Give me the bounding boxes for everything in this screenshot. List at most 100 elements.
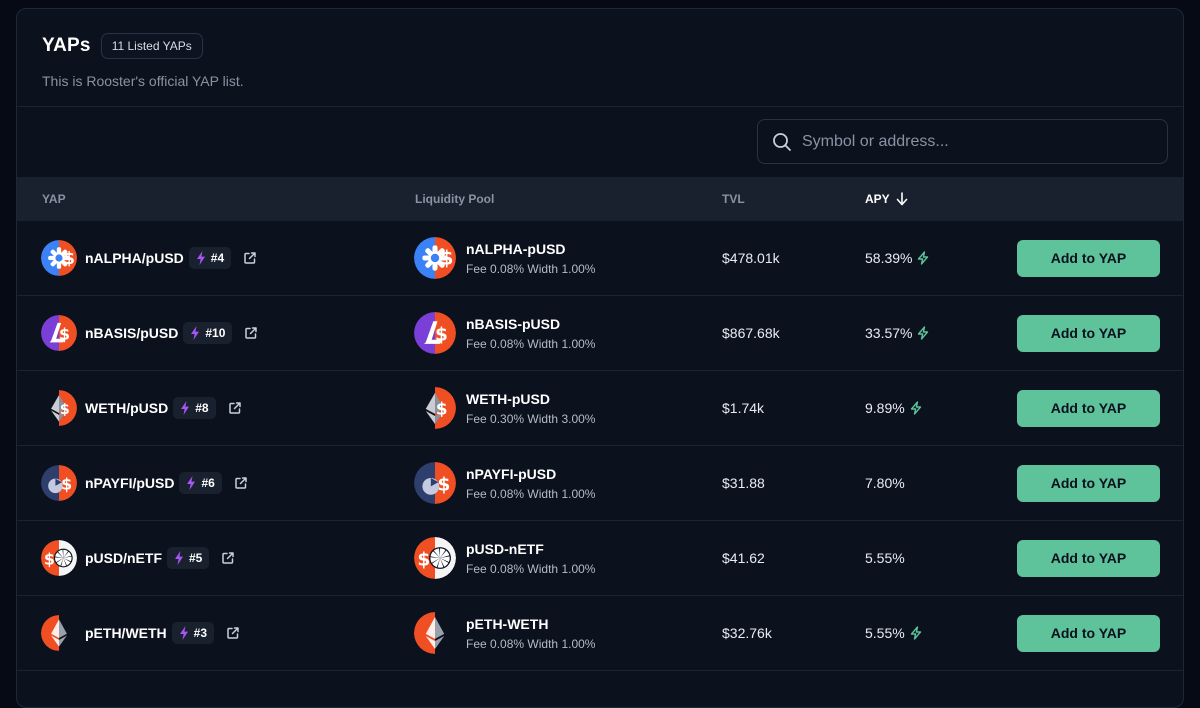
title-row: YAPs 11 Listed YAPs	[42, 33, 1183, 59]
external-link-icon[interactable]	[243, 251, 257, 265]
yap-cell: pETH/WETH #3	[41, 596, 240, 670]
apy-value: 58.39%	[865, 250, 913, 266]
yap-cell: $ WETH/pUSD #8	[41, 371, 242, 445]
apy-cell: 9.89%	[865, 371, 922, 445]
column-header-apy[interactable]: APY	[865, 192, 908, 206]
width-value: 1.00%	[561, 636, 596, 651]
external-link-icon[interactable]	[221, 551, 235, 565]
add-to-yap-button[interactable]: Add to YAP	[1017, 614, 1160, 652]
pool-meta: Fee 0.08% Width 1.00%	[466, 487, 595, 501]
page-subtitle: This is Rooster's official YAP list.	[42, 73, 244, 89]
bolt-icon	[190, 326, 200, 340]
width-label: Width	[527, 486, 559, 501]
tvl-value: $32.76k	[722, 625, 772, 641]
yap-name[interactable]: WETH/pUSD	[85, 400, 169, 416]
width-label: Width	[527, 561, 559, 576]
width-value: 1.00%	[561, 561, 596, 576]
yap-name[interactable]: nBASIS/pUSD	[85, 325, 179, 341]
column-header-liquidity-pool[interactable]: Liquidity Pool	[415, 192, 495, 206]
column-header-yap[interactable]: YAP	[42, 192, 66, 206]
rank-badge: #5	[167, 547, 210, 569]
rank-label: #4	[210, 251, 225, 265]
fee-value: 0.08%	[490, 636, 525, 651]
width-label: Width	[527, 336, 559, 351]
pool-meta: Fee 0.08% Width 1.00%	[466, 262, 595, 276]
pool-text: nBASIS-pUSD Fee 0.08% Width 1.00%	[466, 316, 595, 351]
yap-name[interactable]: nPAYFI/pUSD	[85, 475, 175, 491]
search-box[interactable]	[757, 119, 1168, 164]
rank-label: #6	[201, 476, 215, 490]
pool-cell: $ WETH-pUSD Fee 0.30% Width 3.00%	[414, 371, 595, 445]
table-row: $ pUSD/nETF #5 $ pUSD-nETF Fee 0.08% Wid…	[17, 521, 1183, 596]
rank-badge: #6	[179, 472, 222, 494]
fee-value: 0.08%	[490, 486, 525, 501]
pool-token-icon: $	[414, 237, 456, 279]
pool-token-icon: $	[414, 387, 456, 429]
action-cell: Add to YAP	[1017, 221, 1160, 295]
fee-value: 0.08%	[490, 261, 525, 276]
svg-text:$: $	[61, 474, 72, 493]
apy-cell: 5.55%	[865, 521, 905, 595]
width-label: Width	[527, 261, 559, 276]
rank-label: #10	[205, 326, 226, 340]
add-to-yap-button[interactable]: Add to YAP	[1017, 389, 1160, 427]
add-to-yap-button[interactable]: Add to YAP	[1017, 314, 1160, 352]
yap-cell: $ nALPHA/pUSD #4	[41, 221, 257, 295]
rank-badge: #4	[188, 247, 232, 269]
svg-text:$: $	[438, 475, 451, 496]
apy-value: 7.80%	[865, 475, 905, 491]
svg-text:$: $	[417, 550, 430, 571]
yap-cell: $ nBASIS/pUSD #10	[41, 296, 258, 370]
fee-label: Fee	[466, 561, 487, 576]
svg-text:$: $	[60, 402, 70, 418]
external-link-icon[interactable]	[226, 626, 240, 640]
table-row: $ nALPHA/pUSD #4 $ nALPHA-pUSD Fee 0.08%…	[17, 221, 1183, 296]
svg-text:$: $	[436, 399, 448, 419]
listed-count-badge: 11 Listed YAPs	[100, 33, 203, 59]
svg-text:$: $	[440, 247, 453, 270]
rank-label: #3	[193, 626, 208, 640]
pool-token-icon	[414, 612, 456, 654]
pool-name: pUSD-nETF	[466, 540, 544, 557]
action-cell: Add to YAP	[1017, 596, 1160, 670]
pool-text: nALPHA-pUSD Fee 0.08% Width 1.00%	[466, 241, 595, 276]
apy-cell: 7.80%	[865, 446, 905, 520]
pool-text: nPAYFI-pUSD Fee 0.08% Width 1.00%	[466, 466, 595, 501]
table-body: $ nALPHA/pUSD #4 $ nALPHA-pUSD Fee 0.08%…	[17, 221, 1183, 671]
search-bar-area	[17, 107, 1183, 177]
pool-text: pETH-WETH Fee 0.08% Width 1.00%	[466, 616, 595, 651]
yap-name[interactable]: nALPHA/pUSD	[85, 250, 184, 266]
external-link-icon[interactable]	[228, 401, 242, 415]
fee-value: 0.30%	[490, 411, 525, 426]
add-to-yap-button[interactable]: Add to YAP	[1017, 539, 1160, 577]
fee-label: Fee	[466, 336, 487, 351]
bolt-icon	[174, 551, 184, 565]
svg-text:$: $	[59, 324, 70, 343]
action-cell: Add to YAP	[1017, 371, 1160, 445]
bolt-icon	[180, 401, 190, 415]
add-to-yap-button[interactable]: Add to YAP	[1017, 464, 1160, 502]
pool-meta: Fee 0.08% Width 1.00%	[466, 637, 595, 651]
search-input[interactable]	[802, 132, 1142, 151]
yap-name[interactable]: pETH/WETH	[85, 625, 167, 641]
pool-cell: $ nPAYFI-pUSD Fee 0.08% Width 1.00%	[414, 446, 595, 520]
yap-cell: $ pUSD/nETF #5	[41, 521, 235, 595]
rank-label: #8	[195, 401, 209, 415]
svg-text:$: $	[63, 249, 75, 268]
column-header-tvl[interactable]: TVL	[722, 192, 745, 206]
external-link-icon[interactable]	[234, 476, 248, 490]
action-cell: Add to YAP	[1017, 446, 1160, 520]
rank-badge: #10	[183, 322, 233, 344]
pool-meta: Fee 0.08% Width 1.00%	[466, 562, 595, 576]
add-to-yap-button[interactable]: Add to YAP	[1017, 239, 1160, 277]
external-link-icon[interactable]	[244, 326, 258, 340]
fee-label: Fee	[466, 636, 487, 651]
table-row: $ nBASIS/pUSD #10 $ nBASIS-pUSD Fee 0.08…	[17, 296, 1183, 371]
width-label: Width	[527, 411, 559, 426]
fee-label: Fee	[466, 261, 487, 276]
yap-name[interactable]: pUSD/nETF	[85, 550, 162, 566]
yap-token-icon: $	[41, 240, 77, 276]
boost-icon	[910, 401, 922, 415]
pool-name: WETH-pUSD	[466, 390, 550, 407]
yap-token-icon: $	[41, 465, 77, 501]
